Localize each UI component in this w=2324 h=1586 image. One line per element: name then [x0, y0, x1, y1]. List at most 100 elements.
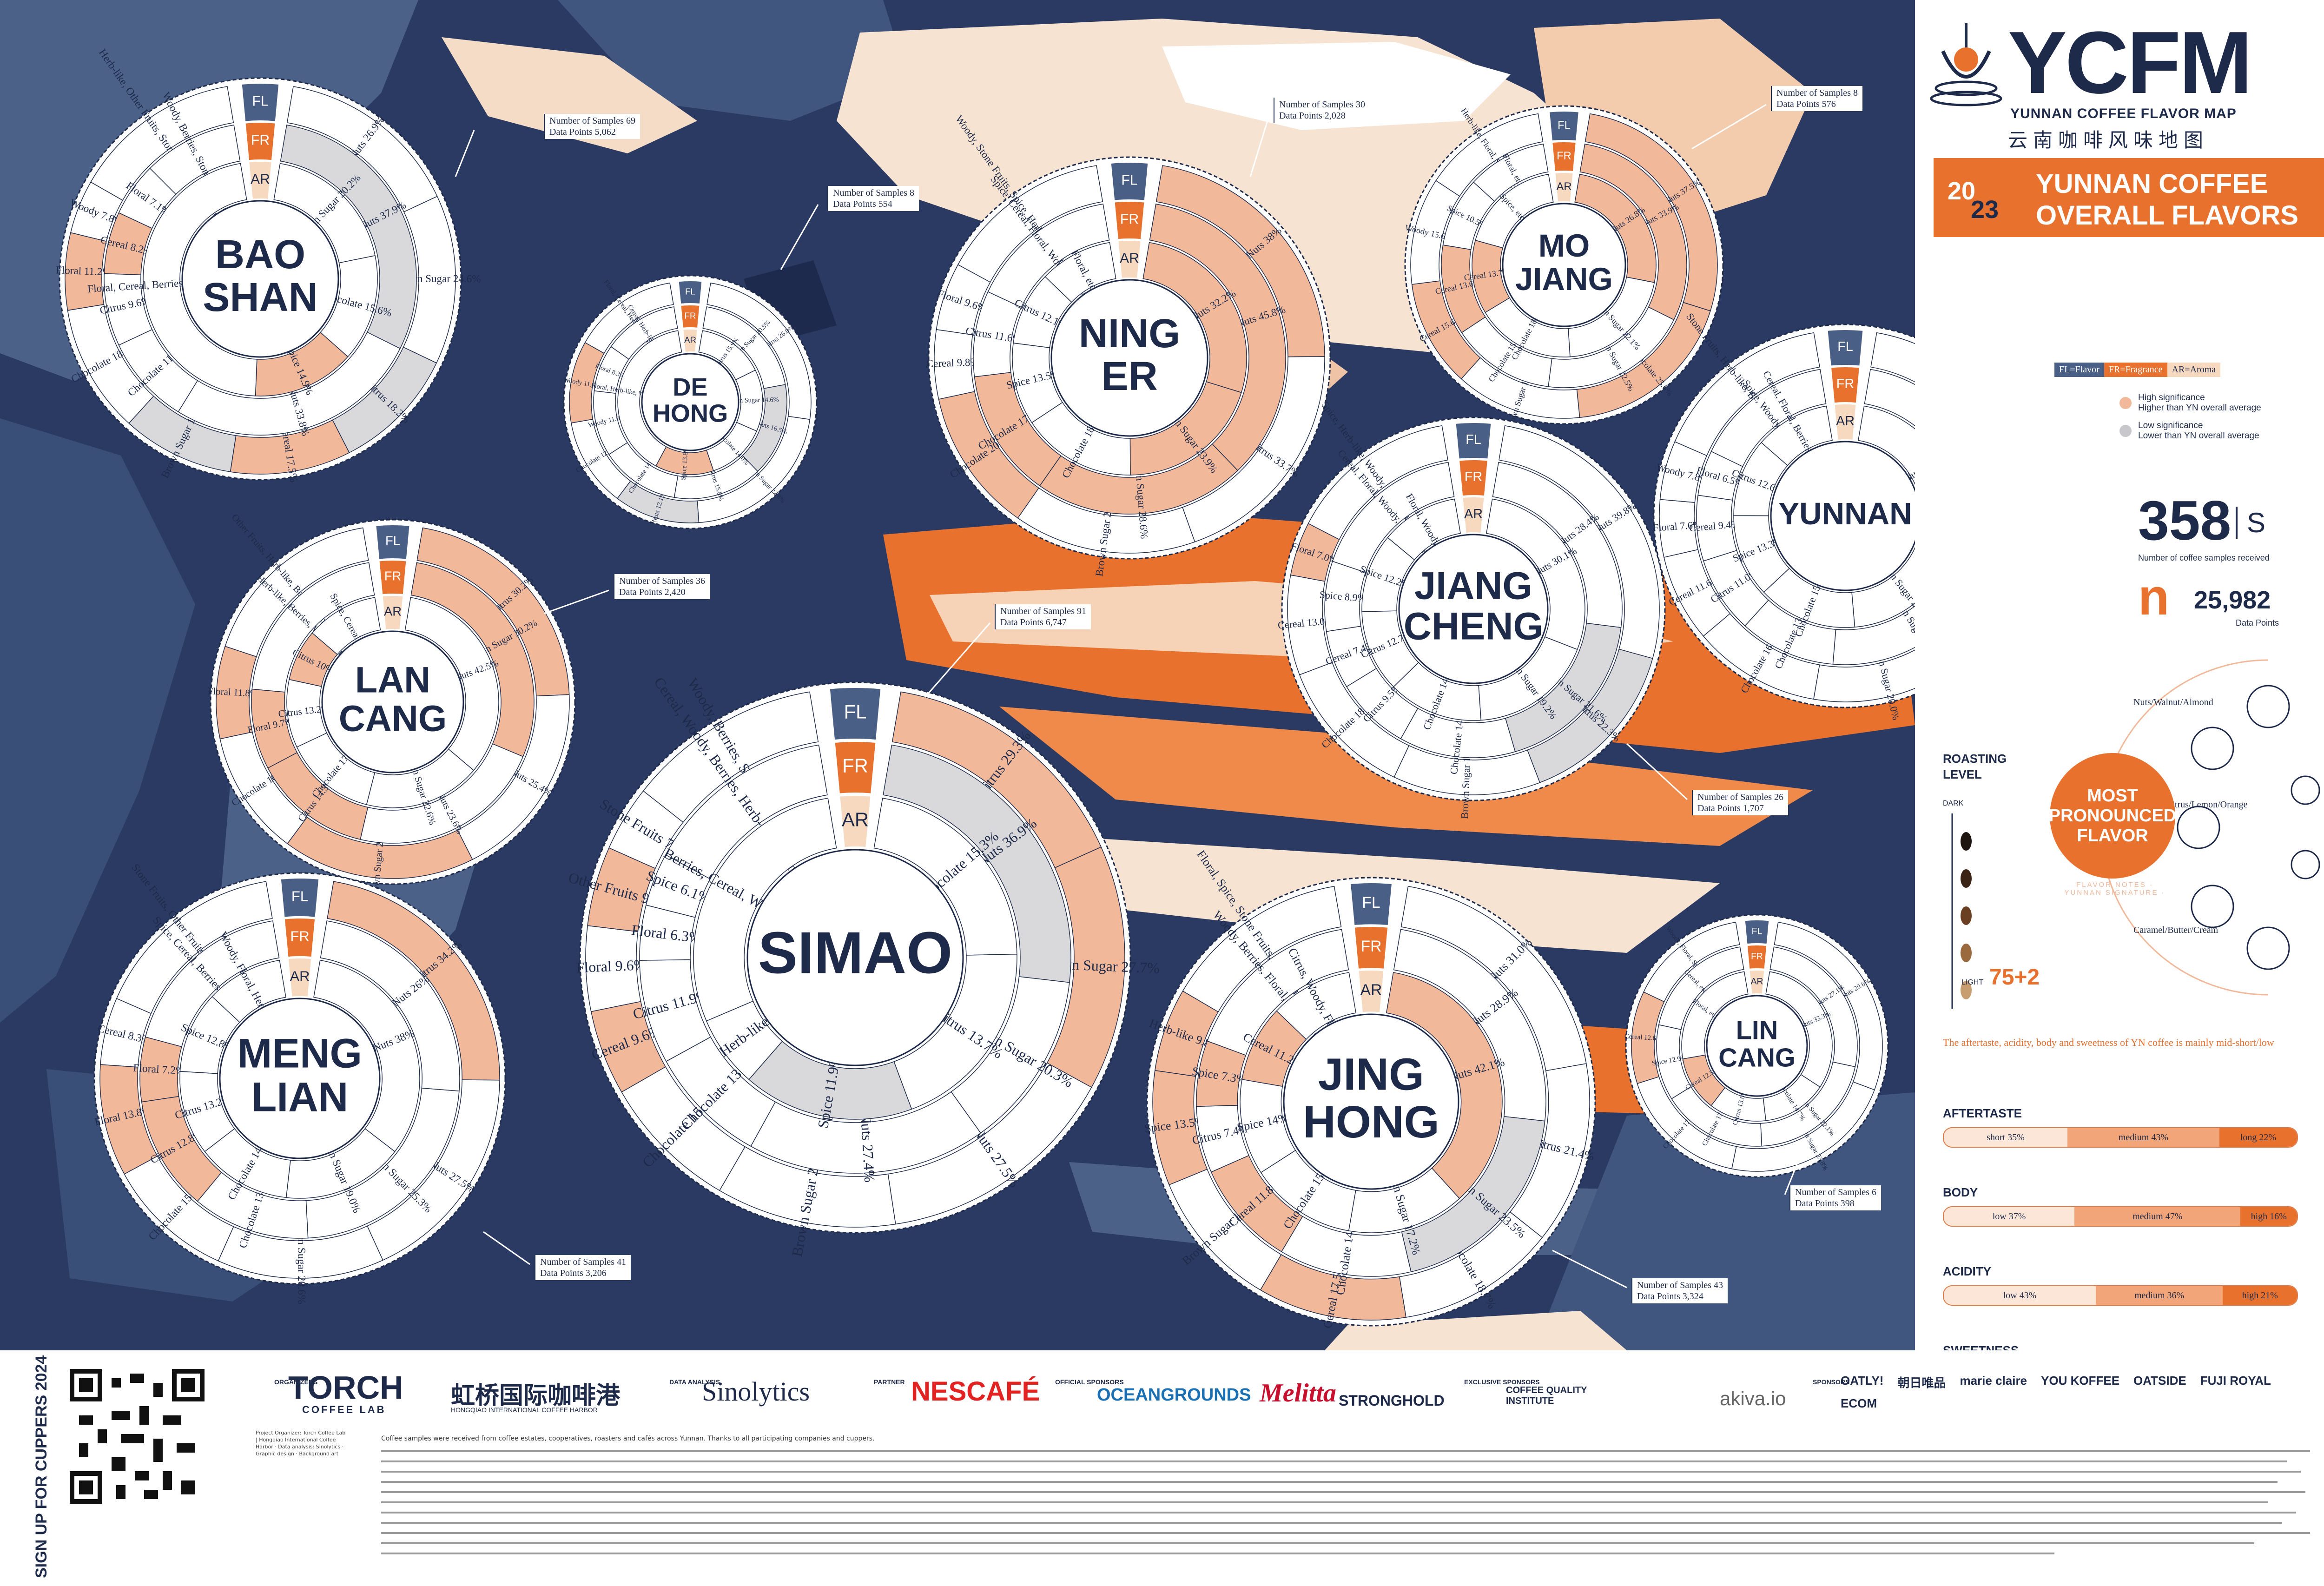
region-name: CANG — [1718, 1043, 1795, 1072]
ring-tag-ar — [683, 330, 697, 352]
flavor-segment — [1765, 971, 1833, 1088]
callout-points: Data Points 554 — [833, 199, 892, 209]
callout-points: Data Points 576 — [1776, 99, 1836, 109]
banner-title-line1: YUNNAN COFFEE — [2036, 169, 2268, 199]
flavor-segment — [617, 330, 682, 467]
flavor-segment — [665, 744, 828, 879]
ring-tag-label: FL — [1362, 894, 1380, 912]
chart-outer-border — [1146, 877, 1596, 1327]
chart-outer-border — [563, 275, 818, 529]
chart-center — [321, 630, 464, 773]
ring-tag-label: AR — [1836, 414, 1855, 429]
region-name: MO — [1538, 228, 1590, 264]
hongqiao-sub: HONGQIAO INTERNATIONAL COFFEE HARBOR — [451, 1406, 598, 1414]
total-samples-unit: S — [2236, 507, 2265, 539]
chart-center — [219, 998, 381, 1159]
flavor-segment — [957, 165, 1103, 283]
most-pronounced-badge: MOST PRONOUNCED FLAVOR — [2049, 753, 2176, 879]
region-chart-meng-lian: Citrus 34.2%Nuts 27.5%Brown Sugar 20.6%C… — [93, 862, 530, 1304]
region-name: HONG — [653, 400, 728, 428]
flavor-segment — [410, 562, 535, 757]
ring-tag-label: FR — [1120, 211, 1139, 227]
ring-tag-label: FR — [251, 132, 270, 148]
callout-points: Data Points 5,062 — [549, 127, 616, 137]
region-chart-yunnan: Nuts 29.9%Citrus 26.3%Brown Sugar 20.0%C… — [1652, 311, 1915, 721]
flavor-segment — [1182, 886, 1342, 1012]
ring-tag-label: AR — [842, 809, 869, 831]
ring-tag-label: FL — [1558, 119, 1571, 132]
flavor-segment — [1486, 498, 1585, 650]
ring-tag-label: FR — [685, 311, 696, 320]
ring-tag-fl — [1456, 423, 1491, 459]
ring-tag-label: FR — [842, 755, 868, 777]
ring-tag-label: FL — [1466, 432, 1481, 447]
attribute-segment: short 35% — [1944, 1128, 2067, 1147]
ring-tag-fl — [1828, 330, 1863, 366]
ring-tag-label: FL — [1121, 172, 1137, 188]
total-samples-label: Number of coffee samples received — [2138, 553, 2270, 562]
banner-title-line2: OVERALL FLAVORS — [2036, 200, 2298, 231]
ring-tag-label: FL — [1752, 926, 1763, 937]
logo-subtitle: YUNNAN COFFEE FLAVOR MAP — [2010, 106, 2237, 121]
region-chart-lan-cang: Citrus 30.2%Nuts 25.4%Brown Sugar 24.6%C… — [207, 512, 609, 901]
ring-tag-label: AR — [384, 604, 402, 619]
flavor-segment-label: Floral 7.2% — [133, 1062, 185, 1077]
sponsor-logo: marie claire — [1960, 1374, 2027, 1388]
data-points-letter: n — [2138, 568, 2170, 626]
attribute-segment: high 16% — [2240, 1207, 2297, 1226]
flavor-segment — [145, 920, 280, 1047]
attribute-bar-body: low 37% medium 47% high 16% — [1943, 1206, 2298, 1227]
callout-samples: Number of Samples 69 — [549, 116, 635, 126]
sample-callout: Number of Samples 41 Data Points 3,206 — [535, 1255, 631, 1280]
region-name: DE — [673, 373, 707, 401]
ring-tag-label: FR — [1465, 469, 1482, 484]
sample-callout: Number of Samples 43 Data Points 3,324 — [1631, 1278, 1728, 1303]
flavor-segment — [1393, 929, 1546, 1122]
sponsor-logo: FUJI ROYAL — [2200, 1374, 2271, 1388]
region-name: ER — [1101, 353, 1157, 399]
ring-tag-label: FR — [1360, 938, 1381, 955]
cqi-logo: COFFEE QUALITY INSTITUTE — [1506, 1385, 1587, 1406]
badge-ring-text: FLAVOR NOTES · YUNNAN SIGNATURE · — [2064, 881, 2166, 897]
flavor-segment — [1870, 332, 1915, 383]
chart-center — [1283, 1013, 1459, 1190]
chart-outer-border — [579, 681, 1131, 1234]
sample-callout: Number of Samples 69 Data Points 5,062 — [544, 114, 640, 139]
flavor-segment — [642, 691, 819, 823]
callout-points: Data Points 398 — [1795, 1198, 1855, 1209]
ring-tag-fr — [1831, 367, 1859, 403]
flavor-segment — [313, 959, 420, 1152]
flavor-segment-label: Floral 11.8% — [207, 685, 258, 699]
region-name: LIAN — [251, 1074, 349, 1120]
ring-tag-ar — [249, 161, 271, 199]
flavor-segment — [1475, 173, 1554, 249]
ring-tag-ar — [1835, 404, 1856, 440]
sample-callout: Number of Samples 26 Data Points 1,707 — [1692, 790, 1788, 815]
flavor-segment — [1142, 242, 1247, 393]
roasting-value: 75+2 — [1989, 965, 2040, 990]
badge-line1: MOST — [2087, 786, 2138, 806]
legend-low-2: Lower than YN overall average — [2138, 431, 2259, 441]
region-chart-bao-shan: Nuts 26.9%Brown Sugar 24.6%Citrus 18.2%C… — [56, 46, 481, 483]
credits-text: Coffee samples were received from coffee… — [381, 1435, 875, 1442]
chart-center — [1050, 279, 1208, 437]
ring-tag-fr — [1115, 202, 1144, 239]
ring-tag-ar — [1555, 173, 1573, 202]
flavor-segment — [1658, 946, 1744, 1030]
sponsor-logo: 朝日唯品 — [1897, 1376, 1946, 1390]
callout-points: Data Points 2,420 — [619, 587, 686, 597]
region-chart-lin-cang: Nuts 29.6%Brown Sugar 23.8%Chocolate 17.… — [1624, 914, 1889, 1195]
ring-tag-fl — [1550, 112, 1578, 141]
ring-tag-fl — [376, 525, 409, 559]
sample-callout: Number of Samples 8 Data Points 554 — [827, 186, 919, 211]
flavor-segment — [1681, 971, 1749, 1059]
qr-code-icon[interactable] — [70, 1369, 205, 1504]
chart-center — [1502, 203, 1626, 327]
sample-callout: Number of Samples 30 Data Points 2,028 — [1274, 98, 1370, 123]
flavor-segment-label: Floral 9.6% — [576, 957, 647, 976]
attribute-segment: high 21% — [2223, 1286, 2297, 1305]
ring-tag-fl — [1351, 883, 1392, 925]
ring-tag-label: AR — [290, 968, 310, 985]
flavor-segment — [1864, 369, 1915, 427]
signup-text: SIGN UP FOR CUPPERS 2024 — [33, 1355, 50, 1578]
